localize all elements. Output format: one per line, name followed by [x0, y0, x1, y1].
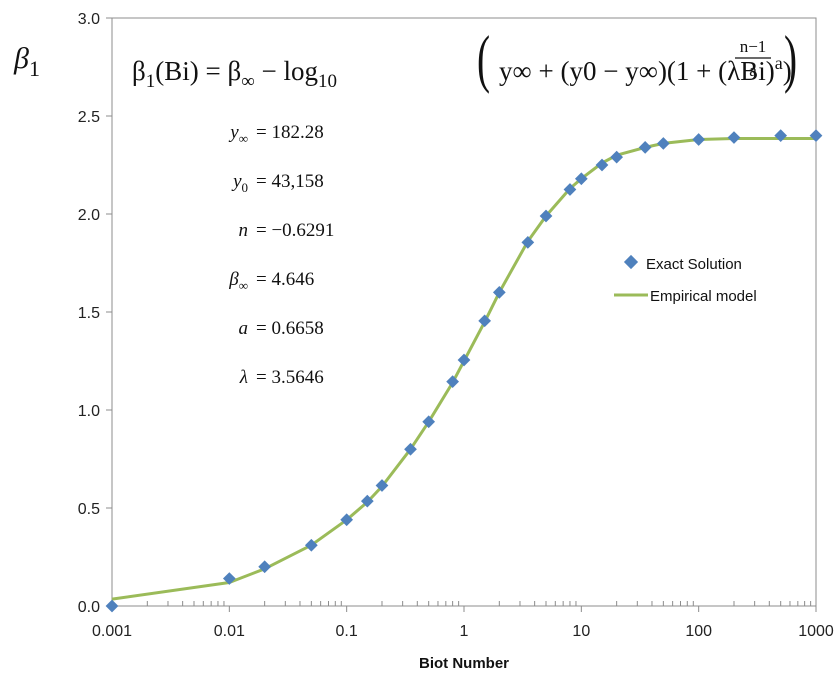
equation-body: y∞ + (y0 − y∞)(1 + (λBi)a) — [499, 53, 792, 86]
equation: β1(Bi) = β∞ − log10 ( y∞ + (y0 − y∞)(1 +… — [132, 22, 797, 94]
y-axis-label: β1 — [13, 42, 40, 81]
legend-marker-exact-solution — [623, 254, 639, 270]
param-value: = 4.646 — [256, 269, 314, 290]
param-symbol: y0 — [231, 171, 248, 195]
x-tick-label: 0.01 — [214, 623, 245, 640]
param-symbol: y∞ — [228, 122, 248, 146]
y-tick-label: 0.0 — [78, 599, 100, 616]
equation-exponent-numerator: n−1 — [740, 37, 767, 56]
y-tick-label: 0.5 — [78, 501, 100, 518]
param-value: = 182.28 — [256, 122, 324, 143]
param-value: = 43,158 — [256, 171, 324, 192]
data-point-exact-solution — [492, 286, 506, 299]
x-tick-label: 10 — [572, 623, 590, 640]
x-tick-label: 1000 — [798, 623, 834, 640]
x-axis-label: Biot Number — [419, 655, 509, 672]
y-axis-label-sub: 1 — [29, 56, 40, 81]
parameter-list: y∞ = 182.28 y0 = 43,158 n = −0.6291 β∞ = 4.646 a… — [228, 122, 334, 388]
y-tick-label: 1.0 — [78, 403, 100, 420]
param-value: = 0.6658 — [256, 318, 324, 339]
equation-right-paren: ) — [784, 22, 797, 94]
y-tick-label: 3.0 — [78, 11, 100, 28]
param-value: = 3.5646 — [256, 367, 324, 388]
data-point-exact-solution — [422, 415, 436, 429]
x-tick-label: 1 — [460, 623, 469, 640]
x-axis-minor-ticks — [146, 601, 812, 606]
y-tick-label: 1.5 — [78, 305, 100, 322]
x-tick-label: 100 — [685, 623, 712, 640]
data-point-exact-solution — [375, 479, 389, 492]
y-axis-label-symbol: β — [13, 42, 29, 75]
legend-label-exact-solution: Exact Solution — [646, 256, 742, 273]
y-tick-label: 2.0 — [78, 207, 100, 224]
data-point-exact-solution — [360, 494, 374, 508]
y-axis-ticks: 0.0 0.5 1.0 1.5 2.0 2.5 3.0 — [78, 11, 112, 616]
param-value: = −0.6291 — [256, 220, 334, 241]
param-symbol: n — [239, 220, 249, 241]
legend-label-empirical-model: Empirical model — [650, 288, 757, 305]
legend: Exact Solution Empirical model — [614, 254, 757, 305]
equation-exponent-denominator: a — [749, 61, 757, 80]
data-point-exact-solution — [478, 314, 492, 328]
param-symbol: λ — [239, 367, 248, 388]
y-tick-label: 2.5 — [78, 109, 100, 126]
x-tick-label: 0.1 — [336, 623, 358, 640]
param-symbol: a — [239, 318, 249, 339]
data-point-exact-solution — [457, 353, 471, 367]
param-symbol: β∞ — [228, 269, 248, 293]
x-tick-label: 0.001 — [92, 623, 132, 640]
equation-text: β1(Bi) = β∞ − log10 — [132, 56, 337, 92]
data-point-exact-solution — [404, 442, 417, 456]
data-point-exact-solution — [446, 375, 459, 388]
equation-left-paren: ( — [477, 22, 490, 94]
